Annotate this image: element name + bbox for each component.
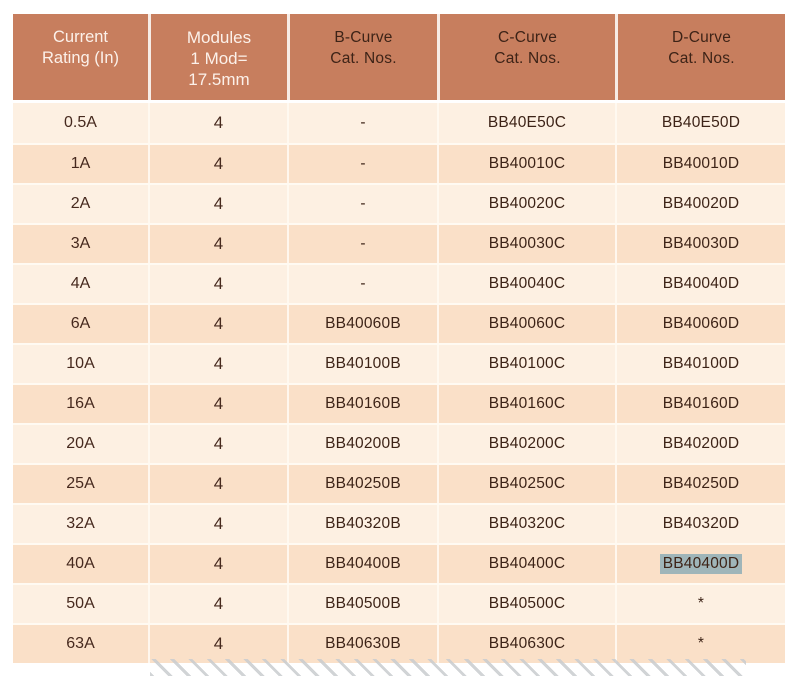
cell-d-curve: BB40100D: [615, 345, 785, 383]
cell-b-curve: BB40200B: [287, 425, 437, 463]
cell-c-curve: BB40630C: [437, 625, 615, 663]
mcb-catalog-table: Current Rating (In) Modules 1 Mod= 17.5m…: [13, 14, 785, 663]
table-row: 3A 4 - BB40030C BB40030D: [13, 223, 785, 263]
header-d-curve: D-Curve Cat. Nos.: [615, 14, 785, 100]
cell-d-curve: BB40060D: [615, 305, 785, 343]
cell-b-curve: BB40320B: [287, 505, 437, 543]
cell-modules: 4: [148, 545, 287, 583]
cell-b-curve: BB40500B: [287, 585, 437, 623]
cell-b-curve: BB40250B: [287, 465, 437, 503]
table-header-row: Current Rating (In) Modules 1 Mod= 17.5m…: [13, 14, 785, 103]
cell-c-curve: BB40E50C: [437, 103, 615, 143]
table-row: 16A 4 BB40160B BB40160C BB40160D: [13, 383, 785, 423]
table-row: 6A 4 BB40060B BB40060C BB40060D: [13, 303, 785, 343]
cell-current-rating: 2A: [70, 195, 91, 212]
cell-modules: 4: [148, 265, 287, 303]
cell-modules: 4: [148, 425, 287, 463]
cell-current-rating: 20A: [66, 435, 95, 452]
cell-current-rating: 6A: [70, 315, 91, 332]
cell-modules: 4: [148, 103, 287, 143]
cell-d-curve: BB40200D: [615, 425, 785, 463]
cell-c-curve: BB40160C: [437, 385, 615, 423]
cell-c-curve: BB40020C: [437, 185, 615, 223]
cell-c-curve: BB40200C: [437, 425, 615, 463]
table-row: 1A 4 - BB40010C BB40010D: [13, 143, 785, 183]
cell-c-curve: BB40400C: [437, 545, 615, 583]
cell-b-curve: -: [287, 265, 437, 303]
cell-b-curve: -: [287, 145, 437, 183]
cell-d-curve: BB40400D: [615, 545, 785, 583]
cell-modules: 4: [148, 345, 287, 383]
header-modules: Modules 1 Mod= 17.5mm: [148, 14, 287, 100]
cell-d-curve: BB40030D: [615, 225, 785, 263]
cell-modules: 4: [148, 145, 287, 183]
cell-current-rating: 40A: [66, 555, 95, 572]
cell-modules: 4: [148, 225, 287, 263]
cell-d-curve: BB40020D: [615, 185, 785, 223]
table-row: 32A 4 BB40320B BB40320C BB40320D: [13, 503, 785, 543]
cell-current-rating: 25A: [66, 475, 95, 492]
cell-current-rating: 1A: [70, 155, 91, 172]
table-row: 50A 4 BB40500B BB40500C *: [13, 583, 785, 623]
table-body: 0.5A 4 - BB40E50C BB40E50D 1A 4 - BB4001…: [13, 103, 785, 663]
cell-modules: 4: [148, 305, 287, 343]
cell-b-curve: BB40400B: [287, 545, 437, 583]
cell-d-curve: BB40320D: [615, 505, 785, 543]
table-row: 40A 4 BB40400B BB40400C BB40400D: [13, 543, 785, 583]
table-row: 63A 4 BB40630B BB40630C *: [13, 623, 785, 663]
cell-b-curve: BB40060B: [287, 305, 437, 343]
cell-b-curve: BB40630B: [287, 625, 437, 663]
table-row: 2A 4 - BB40020C BB40020D: [13, 183, 785, 223]
cell-current-rating: 63A: [66, 635, 95, 652]
cell-modules: 4: [148, 465, 287, 503]
cell-current-rating: 3A: [70, 235, 91, 252]
cell-d-curve: *: [615, 585, 785, 623]
cell-b-curve: BB40160B: [287, 385, 437, 423]
cell-current-rating: 50A: [66, 595, 95, 612]
cell-modules: 4: [148, 185, 287, 223]
cell-modules: 4: [148, 385, 287, 423]
cell-d-curve: BB40E50D: [615, 103, 785, 143]
cell-b-curve: -: [287, 225, 437, 263]
header-c-curve: C-Curve Cat. Nos.: [437, 14, 615, 100]
table-row: 0.5A 4 - BB40E50C BB40E50D: [13, 103, 785, 143]
cell-b-curve: -: [287, 185, 437, 223]
cell-d-curve: BB40250D: [615, 465, 785, 503]
cell-c-curve: BB40010C: [437, 145, 615, 183]
selected-text: BB40400D: [659, 554, 743, 574]
cell-c-curve: BB40500C: [437, 585, 615, 623]
cell-modules: 4: [148, 625, 287, 663]
cell-b-curve: -: [287, 103, 437, 143]
cell-c-curve: BB40060C: [437, 305, 615, 343]
cell-c-curve: BB40100C: [437, 345, 615, 383]
cell-current-rating: 32A: [66, 515, 95, 532]
cell-modules: 4: [148, 585, 287, 623]
header-b-curve: B-Curve Cat. Nos.: [287, 14, 437, 100]
cell-c-curve: BB40250C: [437, 465, 615, 503]
cell-c-curve: BB40040C: [437, 265, 615, 303]
diagonal-hatch-decoration: [150, 659, 746, 676]
cell-b-curve: BB40100B: [287, 345, 437, 383]
cell-d-curve: *: [615, 625, 785, 663]
table-row: 20A 4 BB40200B BB40200C BB40200D: [13, 423, 785, 463]
table-row: 4A 4 - BB40040C BB40040D: [13, 263, 785, 303]
table-row: 10A 4 BB40100B BB40100C BB40100D: [13, 343, 785, 383]
cell-c-curve: BB40030C: [437, 225, 615, 263]
cell-current-rating: 4A: [70, 275, 91, 292]
cell-current-rating: 16A: [66, 395, 95, 412]
header-current-rating: Current Rating (In): [41, 28, 120, 67]
cell-d-curve: BB40160D: [615, 385, 785, 423]
cell-d-curve: BB40010D: [615, 145, 785, 183]
cell-c-curve: BB40320C: [437, 505, 615, 543]
cell-current-rating: 10A: [66, 355, 95, 372]
table-row: 25A 4 BB40250B BB40250C BB40250D: [13, 463, 785, 503]
cell-modules: 4: [148, 505, 287, 543]
cell-d-curve: BB40040D: [615, 265, 785, 303]
cell-current-rating: 0.5A: [64, 114, 97, 131]
